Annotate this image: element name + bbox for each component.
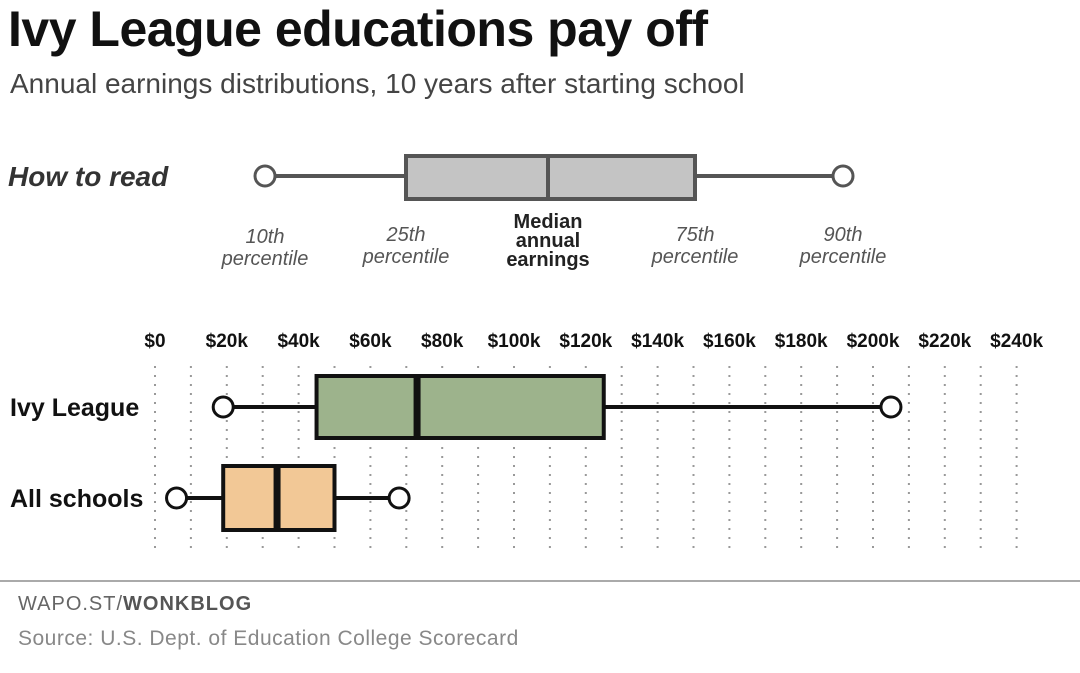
howto-p10-marker — [253, 164, 277, 188]
source-note: Source: U.S. Dept. of Education College … — [18, 627, 519, 650]
credit-line: WAPO.ST/WONKBLOG — [18, 593, 252, 616]
x-tick-label: $180k — [775, 331, 828, 352]
x-tick-labels: $0 $20k $40k $60k $80k $100k $120k $140k $160k $1… — [144, 331, 1043, 352]
howto-p25-label-1: 25th — [386, 224, 426, 246]
series-all-schools: All schools — [10, 464, 411, 532]
series-ivy-league: Ivy League — [10, 374, 903, 440]
chart-canvas: How to read 10th percentile 25th percent… — [8, 154, 1043, 552]
footer-divider — [0, 580, 1080, 582]
credit-prefix: WAPO.ST/ — [18, 593, 124, 615]
howto-box — [404, 154, 697, 201]
x-tick-label: $20k — [206, 331, 249, 352]
x-tick-label: $60k — [349, 331, 392, 352]
howto-p90-label-1: 90th — [824, 224, 863, 246]
howto-p10-label-1: 10th — [246, 226, 285, 248]
series-label: Ivy League — [10, 394, 139, 422]
p90-marker — [879, 395, 903, 419]
x-tick-label: $100k — [488, 331, 541, 352]
chart-subtitle: Annual earnings distributions, 10 years … — [10, 68, 745, 99]
howto-median-label-1: Median — [514, 211, 583, 233]
howto-median-label-2: annual — [516, 230, 580, 252]
p10-marker — [165, 486, 189, 510]
chart-title: Ivy League educations pay off — [8, 1, 708, 57]
credit-name: WONKBLOG — [123, 593, 253, 615]
p10-marker — [211, 395, 235, 419]
howto-p75-label-1: 75th — [676, 224, 715, 246]
x-tick-label: $0 — [144, 331, 165, 352]
iqr-box — [314, 374, 606, 440]
p90-marker — [387, 486, 411, 510]
howto-p25-label-2: percentile — [362, 246, 450, 268]
howto-p90-label-2: percentile — [799, 246, 887, 268]
how-to-read-label: How to read — [8, 161, 169, 192]
x-tick-label: $120k — [559, 331, 612, 352]
howto-p75-label-2: percentile — [651, 246, 739, 268]
x-tick-label: $40k — [277, 331, 320, 352]
howto-p90-marker — [831, 164, 855, 188]
series-label: All schools — [10, 485, 143, 513]
x-tick-label: $200k — [847, 331, 900, 352]
x-tick-label: $140k — [631, 331, 684, 352]
x-tick-label: $160k — [703, 331, 756, 352]
howto-p10-label-2: percentile — [221, 248, 309, 270]
x-tick-label: $80k — [421, 331, 464, 352]
box-series: Ivy League All schools — [10, 374, 903, 532]
how-to-read-legend: How to read 10th percentile 25th percent… — [8, 154, 887, 271]
howto-median-label-3: earnings — [506, 249, 589, 271]
x-tick-label: $220k — [918, 331, 971, 352]
x-tick-label: $240k — [990, 331, 1043, 352]
